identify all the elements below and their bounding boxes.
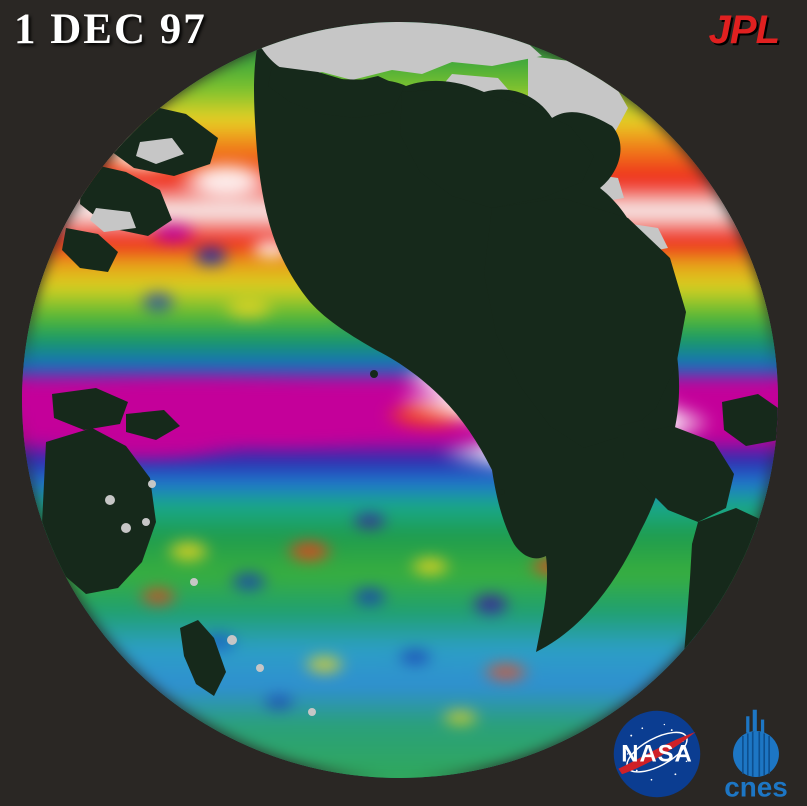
australia-land [42,428,156,594]
pacific-island-f [256,664,264,672]
indonesia-land [52,388,128,430]
caribbean-land [722,394,778,446]
nasa-meatball-icon: NASA [613,710,701,798]
agency-logo-row: NASA cnes [611,708,797,803]
usa-west-coast-land [484,198,686,448]
pacific-island-e [227,635,237,645]
asia-ice-patch [90,208,136,232]
earth-globe [22,22,778,778]
pacific-island-d [190,578,198,586]
pacific-island-h [308,708,316,716]
new-zealand-land [180,620,226,696]
pacific-island-c [142,518,150,526]
pacific-island-a [105,495,115,505]
pacific-island-b [121,523,131,533]
land-mask-layer [22,22,778,778]
date-label: 1 DEC 97 [14,6,207,53]
kamchatka-ice [136,138,184,164]
western-canada-land [400,88,594,208]
pacific-island-g [148,480,156,488]
nasa-logo: NASA [611,708,703,800]
south-america-land [682,508,778,728]
png-land [126,410,180,440]
north-america-land [254,42,680,652]
cnes-logo: cnes [715,708,797,803]
japan-land [62,228,118,272]
pacific-island-i [499,489,505,495]
globe-container [22,22,778,778]
alaska-land [268,66,404,118]
continents-svg [42,22,778,778]
svg-text:NASA: NASA [621,740,692,767]
jpl-logo: JPL [708,8,780,52]
hawaii-island [370,370,378,378]
cnes-wordmark: cnes [724,772,788,800]
antarctic-ice-rim [212,740,626,778]
mexico-central-america-land [622,426,734,522]
cnes-satellite-icon: cnes [724,709,788,803]
arctic-ice [258,22,542,80]
baja-california-land [618,420,650,462]
